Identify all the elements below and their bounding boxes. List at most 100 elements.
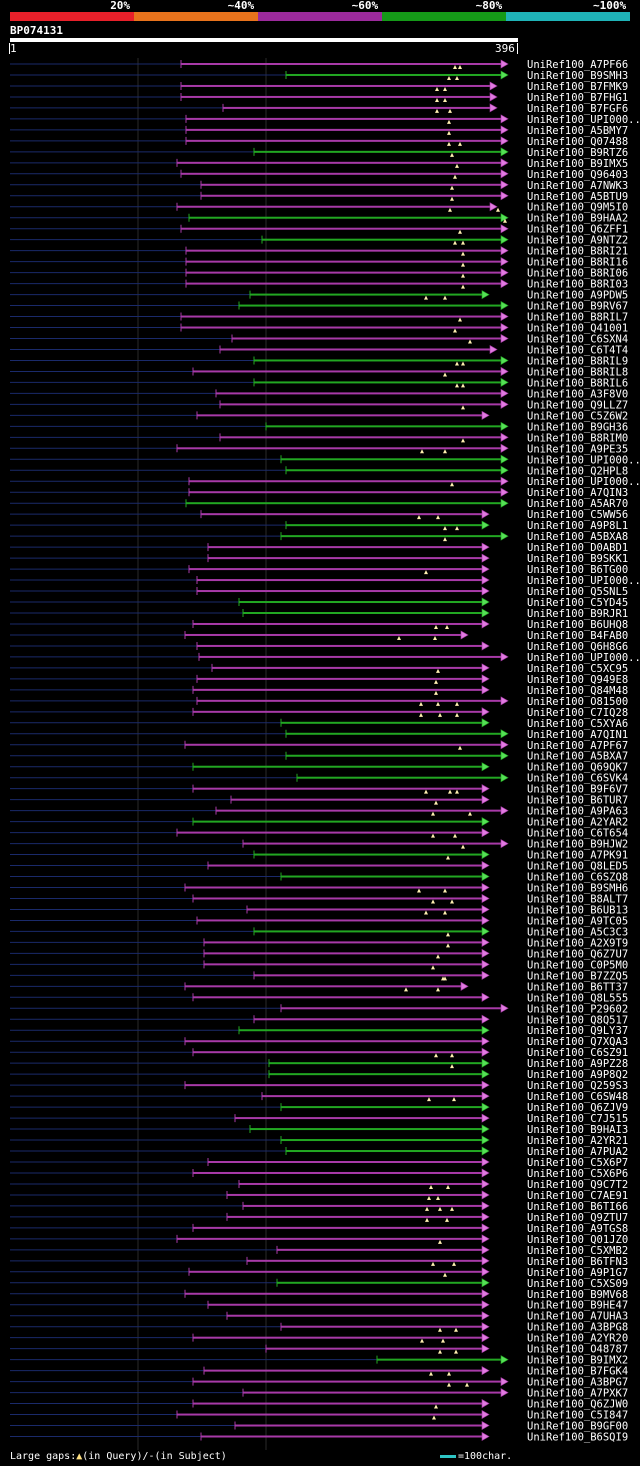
hit-name[interactable]: UniRef100_A7PF66 [527, 59, 628, 71]
hit-name[interactable]: UniRef100_A2X9T9 [527, 937, 628, 949]
hit-name[interactable]: UniRef100_B6TUR7 [527, 795, 628, 807]
hit-name[interactable]: UniRef100_A5BTU9 [527, 191, 628, 203]
hit-name[interactable]: UniRef100_O81500 [527, 696, 628, 708]
hit-name[interactable]: UniRef100_C5XYA6 [527, 718, 628, 730]
hit-name[interactable]: UniRef100_A5AR70 [527, 498, 628, 510]
hit-name[interactable]: UniRef100_C5X6P7 [527, 1157, 628, 1169]
hit-name[interactable]: UniRef100_Q949E8 [527, 674, 628, 686]
hit-name[interactable]: UniRef100_B9SMH6 [527, 883, 628, 895]
hit-name[interactable]: UniRef100_B6TG00 [527, 564, 628, 576]
hit-name[interactable]: UniRef100_Q8Q517 [527, 1014, 628, 1026]
hit-name[interactable]: UniRef100_Q7XQA3 [527, 1036, 628, 1048]
hit-name[interactable]: UniRef100_A3BPG7 [527, 1377, 628, 1389]
hit-name[interactable]: UniRef100_C6T4T4 [527, 344, 628, 356]
hit-name[interactable]: UniRef100_B9GF00 [527, 1421, 628, 1433]
hit-name[interactable]: UniRef100_Q9LY37 [527, 1025, 628, 1037]
hit-name[interactable]: UniRef100_B9F6V7 [527, 784, 628, 796]
hit-name[interactable]: UniRef100_B9HE47 [527, 1300, 628, 1312]
hit-name[interactable]: UniRef100_A3F8V0 [527, 388, 628, 400]
hit-name[interactable]: UniRef100_B8RIL8 [527, 366, 628, 378]
hit-name[interactable]: UniRef100_Q8LED5 [527, 861, 628, 873]
hit-name[interactable]: UniRef100_Q9M5I0 [527, 202, 628, 214]
hit-name[interactable]: UniRef100_B8RI06 [527, 268, 628, 280]
hit-name[interactable]: UniRef100_C6SW48 [527, 1091, 628, 1103]
hit-name[interactable]: UniRef100_A9P8L1 [527, 520, 628, 532]
hit-name[interactable]: UniRef100_A9TGS8 [527, 1223, 628, 1235]
hit-name[interactable]: UniRef100_Q8L555 [527, 992, 628, 1004]
hit-name[interactable]: UniRef100_B6TI66 [527, 1201, 628, 1213]
hit-name[interactable]: UniRef100_A9PA63 [527, 806, 628, 818]
hit-name[interactable]: UniRef100_C7AE91 [527, 1190, 628, 1202]
hit-name[interactable]: UniRef100_B8RIM0 [527, 432, 628, 444]
hit-name[interactable]: UniRef100_B7FGF6 [527, 103, 628, 115]
hit-name[interactable]: UniRef100_B6UB13 [527, 904, 628, 916]
hit-name[interactable]: UniRef100_A7QIN1 [527, 729, 628, 741]
hit-name[interactable]: UniRef100_C5WW56 [527, 509, 628, 521]
hit-name[interactable]: UniRef100_B7FHG1 [527, 92, 628, 104]
hit-name[interactable]: UniRef100_Q259S3 [527, 1080, 628, 1092]
hit-name[interactable]: UniRef100_B9HAA2 [527, 213, 628, 225]
hit-name[interactable]: UniRef100_B9IMX5 [527, 158, 628, 170]
hit-name[interactable]: UniRef100_A9P1G7 [527, 1267, 628, 1279]
hit-name[interactable]: UniRef100_B6TFN3 [527, 1256, 628, 1268]
hit-name[interactable]: UniRef100_UPI000.. [527, 652, 640, 664]
hit-name[interactable]: UniRef100_B8RI21 [527, 246, 628, 258]
hit-name[interactable]: UniRef100_A5BXA8 [527, 531, 628, 543]
hit-name[interactable]: UniRef100_A7QIN3 [527, 487, 628, 499]
hit-name[interactable]: UniRef100_Q84M48 [527, 685, 628, 697]
hit-name[interactable]: UniRef100_B9RTZ6 [527, 147, 628, 159]
hit-name[interactable]: UniRef100_A7PK91 [527, 850, 628, 862]
hit-name[interactable]: UniRef100_Q9ZTU7 [527, 1212, 628, 1224]
hit-name[interactable]: UniRef100_B9SKK1 [527, 553, 628, 565]
hit-name[interactable]: UniRef100_C5YD45 [527, 597, 628, 609]
hit-name[interactable]: UniRef100_B9HJW2 [527, 839, 628, 851]
hit-name[interactable]: UniRef100_B8ALT7 [527, 893, 628, 905]
hit-name[interactable]: UniRef100_B6UHQ8 [527, 619, 628, 631]
hit-name[interactable]: UniRef100_B6SQI9 [527, 1432, 628, 1444]
hit-name[interactable]: UniRef100_C6SZ91 [527, 1047, 628, 1059]
hit-name[interactable]: UniRef100_Q96403 [527, 169, 628, 181]
hit-name[interactable]: UniRef100_C5X6P6 [527, 1168, 628, 1180]
hit-name[interactable]: UniRef100_B6TT37 [527, 981, 628, 993]
hit-name[interactable]: UniRef100_Q6ZJW0 [527, 1399, 628, 1411]
hit-name[interactable]: UniRef100_UPI000.. [527, 114, 640, 126]
hit-name[interactable]: UniRef100_Q6ZFF1 [527, 224, 628, 236]
hit-name[interactable]: UniRef100_C6SXN4 [527, 334, 628, 346]
hit-name[interactable]: UniRef100_A9TC05 [527, 915, 628, 927]
hit-name[interactable]: UniRef100_Q41001 [527, 323, 628, 335]
hit-name[interactable]: UniRef100_B8RIL6 [527, 377, 628, 389]
hit-name[interactable]: UniRef100_D0ABD1 [527, 542, 628, 554]
hit-name[interactable]: UniRef100_UPI000.. [527, 476, 640, 488]
hit-name[interactable]: UniRef100_C5Z6W2 [527, 410, 628, 422]
hit-name[interactable]: UniRef100_A2YR21 [527, 1135, 628, 1147]
hit-name[interactable]: UniRef100_C6SZQ8 [527, 872, 628, 884]
hit-name[interactable]: UniRef100_A5BMY7 [527, 125, 628, 137]
hit-name[interactable]: UniRef100_Q9C7T2 [527, 1179, 628, 1191]
hit-name[interactable]: UniRef100_P29602 [527, 1003, 628, 1015]
hit-name[interactable]: UniRef100_A3BPG8 [527, 1322, 628, 1334]
hit-name[interactable]: UniRef100_Q6ZJV9 [527, 1102, 628, 1114]
hit-name[interactable]: UniRef100_C5XC95 [527, 663, 628, 675]
hit-name[interactable]: UniRef100_C6SVK4 [527, 773, 628, 785]
hit-name[interactable]: UniRef100_C5I847 [527, 1410, 628, 1422]
hit-name[interactable]: UniRef100_B7FGK4 [527, 1366, 628, 1378]
hit-name[interactable]: UniRef100_C0P5M0 [527, 959, 628, 971]
hit-name[interactable]: UniRef100_A9NTZ2 [527, 235, 628, 247]
hit-name[interactable]: UniRef100_B9RV67 [527, 301, 628, 313]
hit-name[interactable]: UniRef100_B8RI03 [527, 279, 628, 291]
hit-name[interactable]: UniRef100_A2YAR2 [527, 817, 628, 829]
hit-name[interactable]: UniRef100_B8RI16 [527, 257, 628, 269]
hit-name[interactable]: UniRef100_Q07488 [527, 136, 628, 148]
hit-name[interactable]: UniRef100_A9PDW5 [527, 290, 628, 302]
hit-name[interactable]: UniRef100_B9HAI3 [527, 1124, 628, 1136]
hit-name[interactable]: UniRef100_A9P8Q2 [527, 1069, 628, 1081]
hit-name[interactable]: UniRef100_C5XMB2 [527, 1245, 628, 1257]
hit-name[interactable]: UniRef100_UPI000.. [527, 454, 640, 466]
hit-name[interactable]: UniRef100_B4FAB0 [527, 630, 628, 642]
hit-name[interactable]: UniRef100_B9RJR1 [527, 608, 628, 620]
hit-name[interactable]: UniRef100_A7PXK7 [527, 1388, 628, 1400]
hit-name[interactable]: UniRef100_A7NWK3 [527, 180, 628, 192]
hit-name[interactable]: UniRef100_A5C3C3 [527, 926, 628, 938]
hit-name[interactable]: UniRef100_A5BXA7 [527, 751, 628, 763]
hit-name[interactable]: UniRef100_B7ZZQ5 [527, 970, 628, 982]
